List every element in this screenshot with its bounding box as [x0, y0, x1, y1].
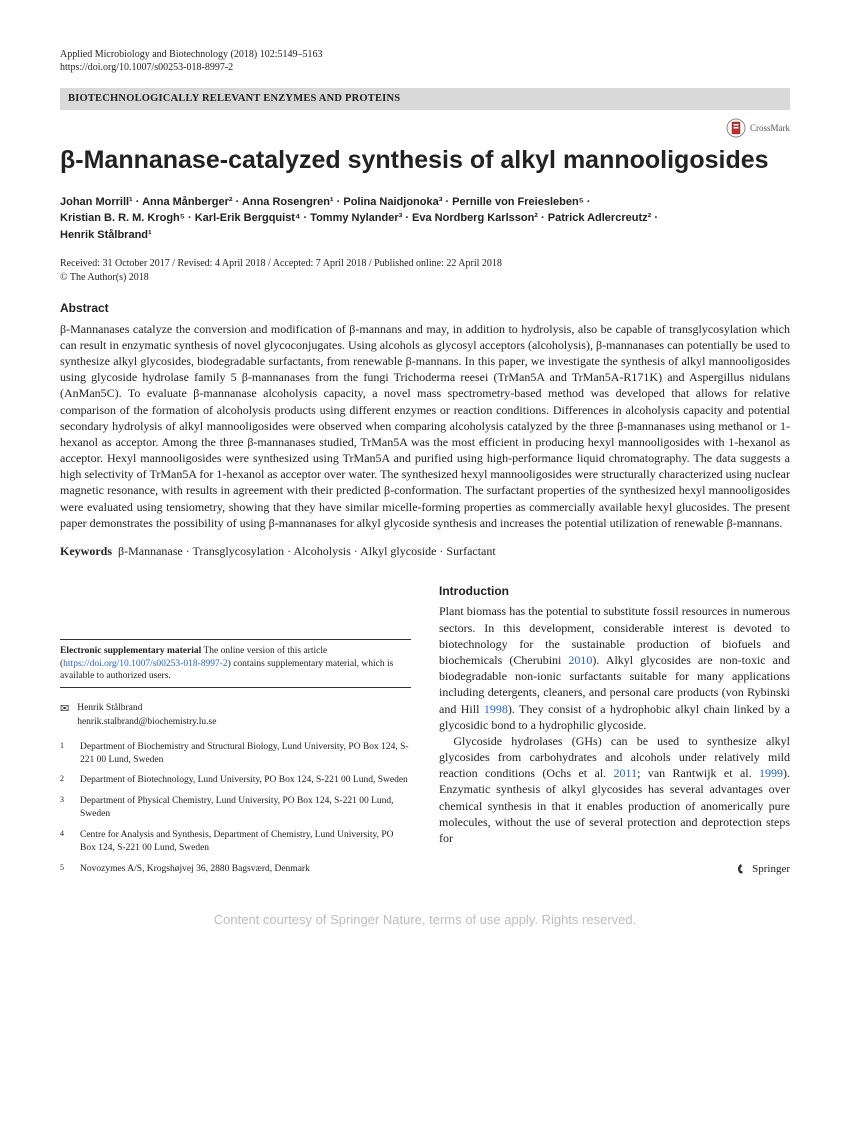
affil-num: 1 — [60, 741, 70, 767]
affil-num: 4 — [60, 829, 70, 855]
envelope-icon: ✉ — [60, 702, 69, 729]
affiliation-item: 1 Department of Biochemistry and Structu… — [60, 741, 411, 767]
springer-icon — [734, 863, 748, 877]
intro-heading: Introduction — [439, 583, 790, 599]
abstract-body: β-Mannanases catalyze the conversion and… — [60, 321, 790, 531]
affil-num: 2 — [60, 774, 70, 787]
article-category: BIOTECHNOLOGICALLY RELEVANT ENZYMES AND … — [60, 88, 790, 110]
article-title: β-Mannanase-catalyzed synthesis of alkyl… — [60, 144, 790, 178]
correspondence: ✉ Henrik Stålbrand henrik.stalbrand@bioc… — [60, 702, 411, 729]
cite-link[interactable]: 2011 — [614, 766, 638, 780]
affiliation-item: 3 Department of Physical Chemistry, Lund… — [60, 795, 411, 821]
affil-text: Department of Physical Chemistry, Lund U… — [80, 795, 411, 821]
intro-para-2: Glycoside hydrolases (GHs) can be used t… — [439, 733, 790, 846]
affil-text: Department of Biotechnology, Lund Univer… — [80, 774, 408, 787]
crossmark-badge[interactable]: CrossMark — [726, 118, 790, 138]
affil-text: Department of Biochemistry and Structura… — [80, 741, 411, 767]
publisher-logo: Springer — [439, 862, 790, 877]
affil-text: Centre for Analysis and Synthesis, Depar… — [80, 829, 411, 855]
supplementary-box: Electronic supplementary material The on… — [60, 639, 411, 688]
keywords-list: β-Mannanase · Transglycosylation · Alcoh… — [118, 544, 496, 558]
intro-body: Plant biomass has the potential to subst… — [439, 603, 790, 846]
article-dates: Received: 31 October 2017 / Revised: 4 A… — [60, 257, 790, 271]
affil-num: 5 — [60, 863, 70, 876]
affiliation-item: 2 Department of Biotechnology, Lund Univ… — [60, 774, 411, 787]
keywords-label: Keywords — [60, 544, 112, 558]
crossmark-icon — [726, 118, 746, 138]
cite-link[interactable]: 1999 — [759, 766, 783, 780]
left-column: Electronic supplementary material The on… — [60, 583, 411, 883]
corr-name: Henrik Stålbrand — [77, 702, 216, 715]
journal-title-line: Applied Microbiology and Biotechnology (… — [60, 48, 790, 61]
copyright-line: © The Author(s) 2018 — [60, 271, 790, 285]
affiliation-list: 1 Department of Biochemistry and Structu… — [60, 741, 411, 876]
corr-email: henrik.stalbrand@biochemistry.lu.se — [77, 716, 216, 729]
affiliation-item: 4 Centre for Analysis and Synthesis, Dep… — [60, 829, 411, 855]
journal-doi-line: https://doi.org/10.1007/s00253-018-8997-… — [60, 61, 790, 74]
supp-link[interactable]: https://doi.org/10.1007/s00253-018-8997-… — [63, 659, 228, 669]
affil-text: Novozymes A/S, Krogshøjvej 36, 2880 Bags… — [80, 863, 310, 876]
supp-bold: Electronic supplementary material — [60, 646, 201, 656]
abstract-heading: Abstract — [60, 300, 790, 316]
cite-link[interactable]: 1998 — [484, 702, 508, 716]
right-column: Introduction Plant biomass has the poten… — [439, 583, 790, 883]
authors-line-2: Kristian B. R. M. Krogh⁵ · Karl-Erik Ber… — [60, 210, 790, 227]
cite-link[interactable]: 2010 — [568, 653, 592, 667]
authors-line-1: Johan Morrill¹ · Anna Månberger² · Anna … — [60, 194, 790, 211]
watermark-text: Content courtesy of Springer Nature, ter… — [60, 911, 790, 929]
intro-para-1: Plant biomass has the potential to subst… — [439, 603, 790, 733]
keywords-row: Keywords β-Mannanase · Transglycosylatio… — [60, 543, 790, 559]
affil-num: 3 — [60, 795, 70, 821]
authors-line-3: Henrik Stålbrand¹ — [60, 227, 790, 244]
author-list: Johan Morrill¹ · Anna Månberger² · Anna … — [60, 194, 790, 244]
affiliation-item: 5 Novozymes A/S, Krogshøjvej 36, 2880 Ba… — [60, 863, 411, 876]
publisher-name: Springer — [752, 862, 790, 877]
journal-info: Applied Microbiology and Biotechnology (… — [60, 48, 790, 74]
crossmark-label: CrossMark — [750, 122, 790, 134]
